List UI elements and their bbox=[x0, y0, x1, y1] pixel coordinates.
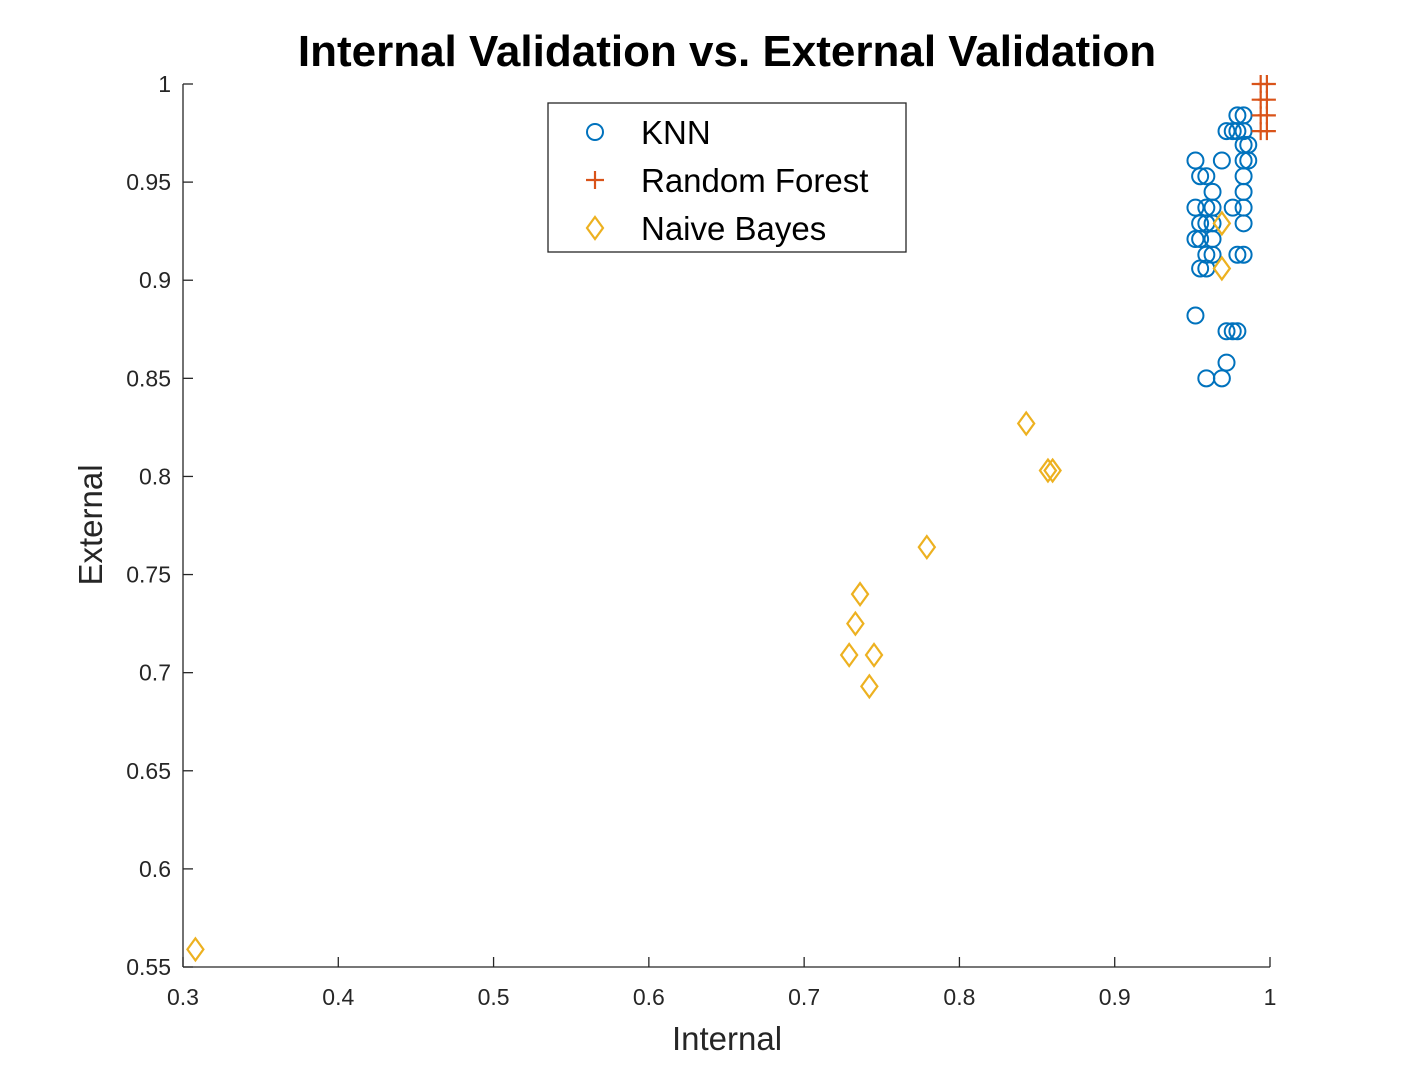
data-point bbox=[1186, 230, 1205, 249]
data-point bbox=[1228, 245, 1247, 264]
data-point bbox=[1217, 122, 1236, 141]
data-point bbox=[1191, 167, 1210, 186]
legend-box bbox=[547, 102, 907, 253]
data-point bbox=[917, 534, 937, 560]
data-point bbox=[1038, 457, 1058, 484]
legend-label: KNN bbox=[641, 114, 711, 151]
x-tick-label: 0.7 bbox=[788, 984, 820, 1010]
data-point bbox=[1234, 245, 1253, 264]
data-point bbox=[1257, 90, 1276, 109]
legend-marker bbox=[585, 215, 605, 241]
y-tick-label: 0.9 bbox=[139, 267, 171, 293]
y-tick-label: 0.75 bbox=[126, 562, 171, 588]
data-point bbox=[1239, 135, 1258, 154]
x-tick-label: 0.3 bbox=[167, 984, 199, 1010]
x-axis-label: Internal bbox=[672, 1020, 782, 1057]
data-point bbox=[846, 610, 865, 637]
data-point bbox=[839, 642, 859, 668]
y-tick-label: 0.8 bbox=[139, 463, 171, 489]
plot-marks bbox=[186, 75, 1276, 963]
y-tick-label: 0.65 bbox=[126, 758, 171, 784]
data-point bbox=[1223, 198, 1242, 217]
data-point bbox=[1016, 410, 1036, 437]
x-tick-label: 0.4 bbox=[322, 984, 354, 1010]
chart-title: Internal Validation vs. External Validat… bbox=[298, 27, 1156, 76]
data-point bbox=[1257, 122, 1276, 141]
data-point bbox=[186, 936, 205, 963]
x-tick-label: 0.9 bbox=[1099, 984, 1131, 1010]
data-point bbox=[1212, 369, 1231, 388]
legend-label: Random Forest bbox=[641, 162, 868, 199]
series-random-forest bbox=[1251, 75, 1276, 141]
legend-label: Naive Bayes bbox=[641, 210, 826, 247]
legend-marker bbox=[586, 171, 604, 189]
data-point bbox=[1191, 259, 1210, 278]
x-tick-label: 0.6 bbox=[633, 984, 665, 1010]
data-point bbox=[1212, 255, 1232, 282]
data-point bbox=[1212, 210, 1232, 237]
legend-marker bbox=[586, 123, 604, 141]
legend: KNN Random Forest Naive Bayes bbox=[547, 102, 907, 253]
x-tick-label: 1 bbox=[1264, 984, 1277, 1010]
x-tick-label: 0.8 bbox=[943, 984, 975, 1010]
data-point bbox=[1228, 322, 1247, 341]
y-tick-label: 1 bbox=[158, 71, 171, 97]
x-tick-label: 0.5 bbox=[478, 984, 510, 1010]
data-point bbox=[1186, 306, 1205, 325]
data-point bbox=[1223, 122, 1242, 141]
data-point bbox=[1223, 322, 1242, 341]
data-point bbox=[1257, 106, 1276, 125]
series-naive-bayes bbox=[186, 210, 1232, 963]
data-point bbox=[1234, 135, 1253, 154]
y-tick-label: 0.85 bbox=[126, 365, 171, 391]
data-point bbox=[1212, 151, 1231, 170]
y-tick-label: 0.7 bbox=[139, 660, 171, 686]
y-tick-label: 0.95 bbox=[126, 169, 171, 195]
y-tick-label: 0.6 bbox=[139, 856, 171, 882]
data-point bbox=[850, 581, 870, 608]
y-axis-label: External bbox=[72, 464, 109, 585]
data-point bbox=[1234, 214, 1253, 233]
data-point bbox=[864, 642, 884, 668]
y-tick-label: 0.55 bbox=[126, 954, 171, 980]
data-point bbox=[1043, 457, 1062, 484]
data-point bbox=[1217, 322, 1236, 341]
axes: 0.3 0.4 0.5 0.6 0.7 0.8 0.9 1 0.55 0.6 0.65 0.7 0.75… bbox=[126, 71, 1276, 1010]
data-point bbox=[1197, 167, 1216, 186]
data-point bbox=[1257, 75, 1276, 93]
data-point bbox=[1191, 230, 1210, 249]
data-point bbox=[860, 673, 879, 700]
